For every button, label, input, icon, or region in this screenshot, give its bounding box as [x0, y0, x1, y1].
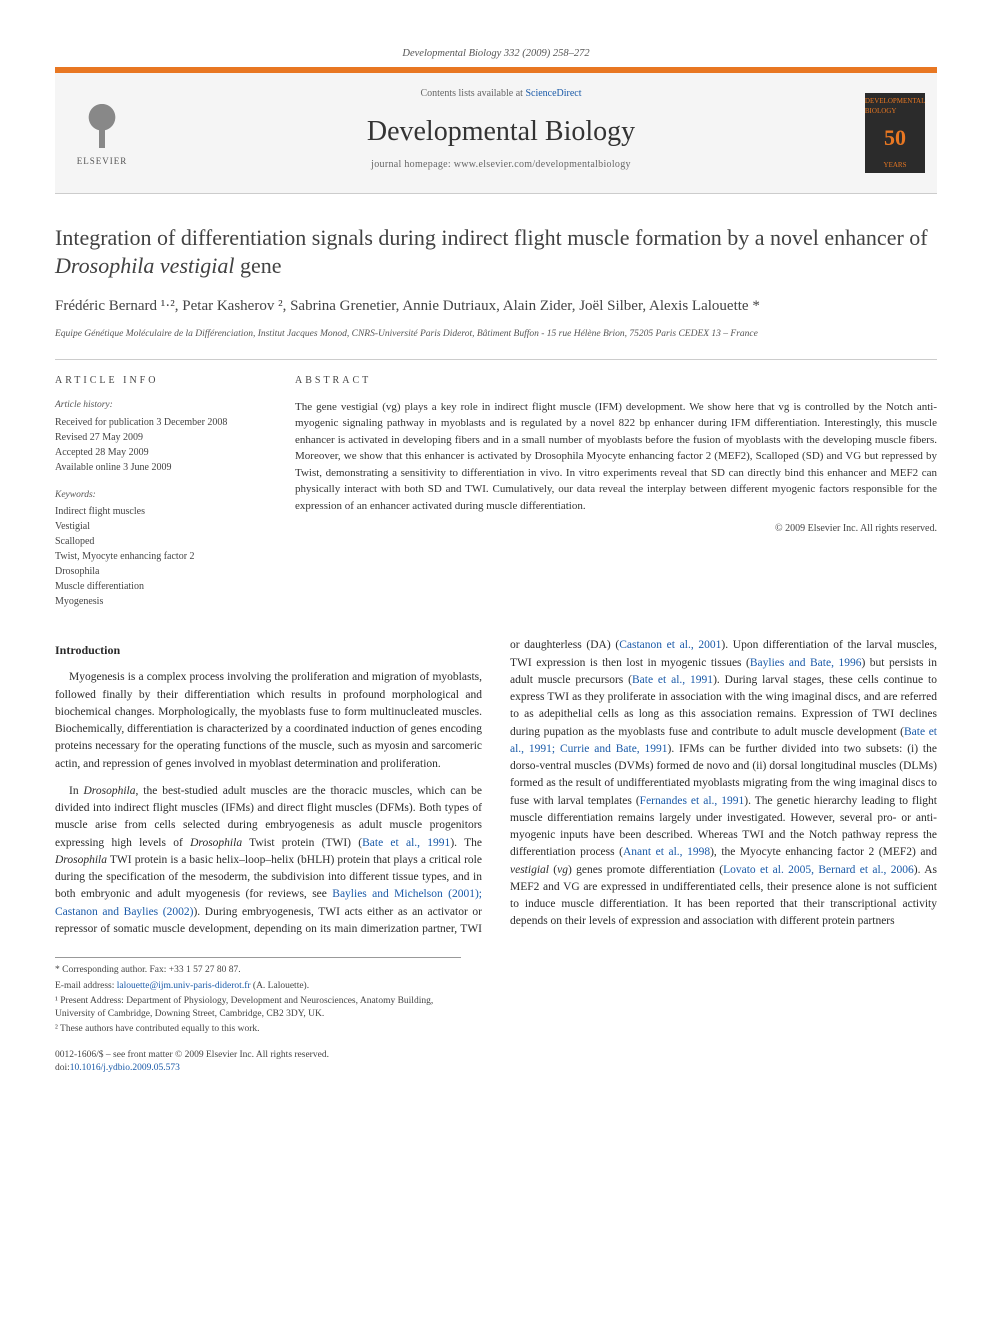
ref-anant-1998[interactable]: Anant et al., 1998 [623, 846, 710, 858]
abstract-text: The gene vestigial (vg) plays a key role… [295, 399, 937, 515]
sciencedirect-prefix: Contents lists available at [420, 88, 525, 99]
keywords-label: Keywords: [55, 489, 255, 503]
title-part-2: gene [234, 253, 281, 278]
keyword-3: Twist, Myocyte enhancing factor 2 [55, 549, 255, 564]
keyword-6: Myogenesis [55, 594, 255, 609]
corresponding-author: * Corresponding author. Fax: +33 1 57 27… [55, 964, 461, 977]
abstract-copyright: © 2009 Elsevier Inc. All rights reserved… [295, 522, 937, 537]
footnote-1: ¹ Present Address: Department of Physiol… [55, 995, 461, 1022]
keyword-0: Indirect flight muscles [55, 504, 255, 519]
title-italic: Drosophila vestigial [55, 253, 234, 278]
elsevier-label: ELSEVIER [77, 155, 128, 168]
footnotes: * Corresponding author. Fax: +33 1 57 27… [55, 957, 461, 1036]
intro-para-1: Myogenesis is a complex process involvin… [55, 669, 482, 773]
ref-bate-1991a[interactable]: Bate et al., 1991 [362, 837, 450, 849]
article-info-block: ARTICLE INFO Article history: Received f… [55, 374, 255, 609]
footnote-2: ² These authors have contributed equally… [55, 1023, 461, 1036]
journal-cover-thumb: DEVELOPMENTAL BIOLOGY 50 YEARS [865, 93, 925, 173]
keyword-4: Drosophila [55, 564, 255, 579]
ref-baylies-bate-1996[interactable]: Baylies and Bate, 1996 [750, 657, 862, 669]
ref-fernandes-1991[interactable]: Fernandes et al., 1991 [640, 795, 745, 807]
keyword-5: Muscle differentiation [55, 579, 255, 594]
sciencedirect-line: Contents lists available at ScienceDirec… [137, 81, 865, 102]
elsevier-logo: ELSEVIER [67, 93, 137, 173]
journal-header: ELSEVIER Contents lists available at Sci… [55, 67, 937, 194]
abstract-head: ABSTRACT [295, 374, 937, 389]
ref-lovato-bernard[interactable]: Lovato et al. 2005, Bernard et al., 2006 [723, 864, 914, 876]
history-revised: Revised 27 May 2009 [55, 430, 255, 445]
cover-top-text: DEVELOPMENTAL BIOLOGY [865, 96, 925, 116]
journal-homepage: journal homepage: www.elsevier.com/devel… [137, 158, 865, 185]
affiliation: Equipe Génétique Moléculaire de la Diffé… [55, 328, 937, 342]
ref-castanon-2001[interactable]: Castanon et al., 2001 [619, 639, 721, 651]
elsevier-tree-icon [77, 98, 127, 153]
abstract-block: ABSTRACT The gene vestigial (vg) plays a… [295, 374, 937, 609]
section-head-intro: Introduction [55, 641, 482, 659]
front-matter-line: 0012-1606/$ – see front matter © 2009 El… [55, 1049, 937, 1076]
sciencedirect-link[interactable]: ScienceDirect [525, 88, 581, 99]
author-list: Frédéric Bernard ¹·², Petar Kasherov ², … [55, 295, 937, 318]
cover-bottom-text: YEARS [884, 160, 907, 170]
ref-bate-1991b[interactable]: Bate et al., 1991 [632, 674, 713, 686]
article-title: Integration of differentiation signals d… [55, 224, 937, 281]
body-columns: Introduction Myogenesis is a complex pro… [55, 637, 937, 939]
journal-title: Developmental Biology [137, 102, 865, 159]
article-info-head: ARTICLE INFO [55, 374, 255, 389]
history-label: Article history: [55, 399, 255, 413]
title-part-1: Integration of differentiation signals d… [55, 225, 928, 250]
doi-link[interactable]: 10.1016/j.ydbio.2009.05.573 [70, 1063, 180, 1073]
keyword-1: Vestigial [55, 519, 255, 534]
history-accepted: Accepted 28 May 2009 [55, 445, 255, 460]
running-head: Developmental Biology 332 (2009) 258–272 [55, 40, 937, 67]
copyright-bottom: 0012-1606/$ – see front matter © 2009 El… [55, 1049, 937, 1062]
email-link[interactable]: lalouette@ijm.univ-paris-diderot.fr [117, 981, 251, 991]
history-received: Received for publication 3 December 2008 [55, 415, 255, 430]
cover-anniversary-number: 50 [884, 122, 906, 154]
email-line: E-mail address: lalouette@ijm.univ-paris… [55, 980, 461, 993]
keyword-2: Scalloped [55, 534, 255, 549]
history-online: Available online 3 June 2009 [55, 460, 255, 475]
doi-prefix: doi: [55, 1063, 70, 1073]
